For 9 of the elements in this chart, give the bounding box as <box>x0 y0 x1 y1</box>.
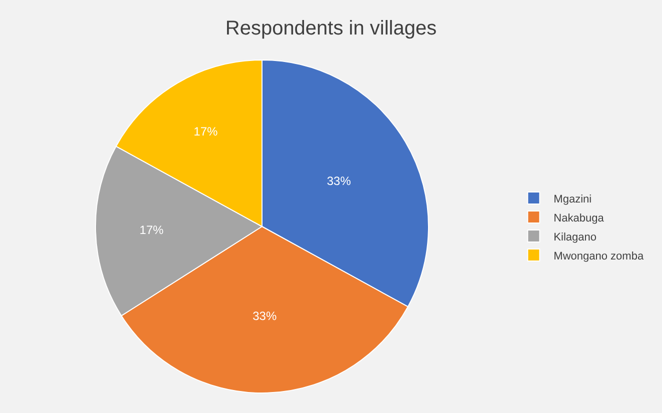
data-label: 33% <box>326 174 352 188</box>
data-label: 17% <box>194 124 218 139</box>
legend-label: Nakabuga <box>554 212 605 224</box>
data-label: 17% <box>140 222 164 237</box>
chart-title: Respondents in villages <box>225 18 437 40</box>
legend-label: Mwongano zomba <box>554 250 644 262</box>
data-label: 33% <box>252 308 277 323</box>
legend-label: Kilagano <box>554 231 597 244</box>
legend-label: Mgazini <box>554 193 592 206</box>
